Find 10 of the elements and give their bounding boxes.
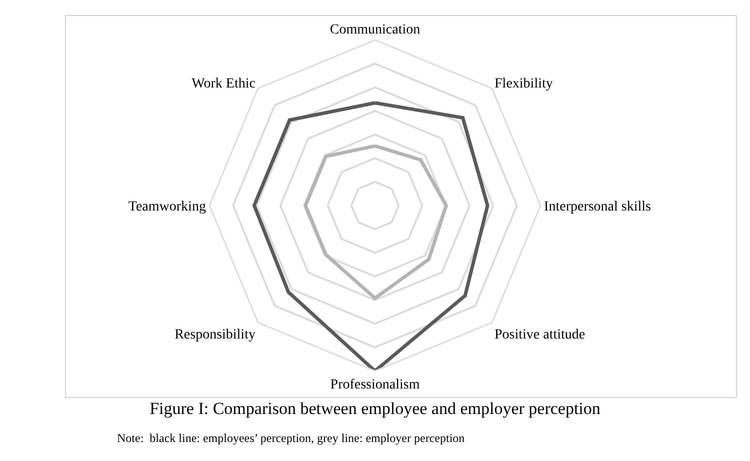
spoke-label: Work Ethic: [192, 76, 256, 92]
spoke-label: Responsibility: [174, 327, 256, 342]
spoke-label: Flexibility: [494, 76, 553, 92]
spoke-label: Communication: [330, 22, 420, 38]
text: Figure I: Comparison between employee and employer perception: [150, 398, 601, 418]
text: Note: black line: employees’ perception, grey line: employer perception: [117, 431, 465, 445]
spoke-label: Teamworking: [128, 199, 206, 214]
spoke-label: Professionalism: [330, 378, 420, 393]
spoke-label: Positive attitude: [494, 327, 586, 342]
spoke-label: Interpersonal skills: [544, 199, 651, 214]
